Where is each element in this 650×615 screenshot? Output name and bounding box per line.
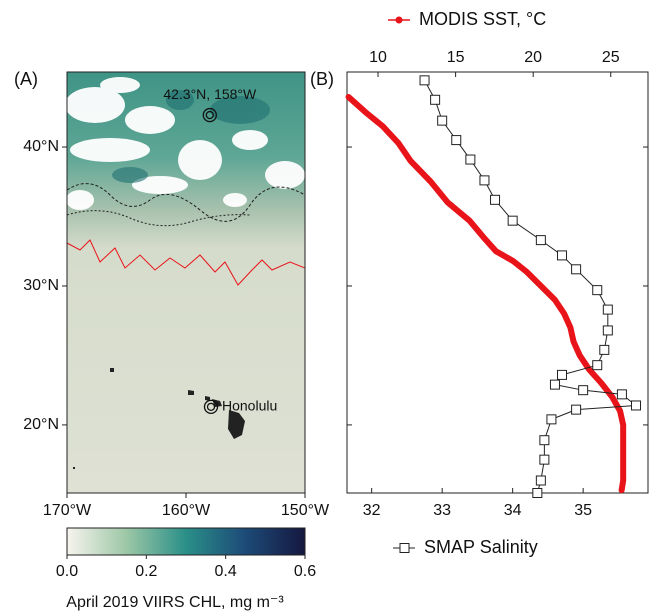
legend-label: SMAP Salinity bbox=[424, 537, 538, 557]
series-marker bbox=[616, 389, 627, 400]
x2-tick-label: 15 bbox=[447, 49, 465, 66]
series-marker bbox=[419, 75, 430, 86]
colorbar-tick-label: 0.6 bbox=[294, 563, 316, 580]
series-marker bbox=[592, 360, 603, 371]
series-marker bbox=[571, 264, 582, 275]
series-marker bbox=[631, 400, 642, 411]
legend-marker bbox=[399, 543, 410, 553]
x-tick-label: 34 bbox=[504, 502, 522, 519]
series-marker bbox=[557, 369, 567, 380]
colorbar bbox=[66, 527, 306, 556]
site-label: Honolulu bbox=[222, 398, 277, 414]
x-tick-label: 32 bbox=[363, 502, 381, 519]
series-marker bbox=[557, 250, 567, 261]
map-image bbox=[67, 72, 305, 493]
series-marker bbox=[546, 414, 557, 425]
colorbar-tick-label: 0.2 bbox=[135, 563, 157, 580]
series-marker bbox=[437, 115, 448, 126]
series-line bbox=[345, 94, 627, 494]
series-marker bbox=[479, 175, 490, 186]
series-marker bbox=[578, 385, 589, 396]
series-marker bbox=[602, 304, 613, 315]
series-marker bbox=[592, 285, 603, 296]
series-marker bbox=[539, 435, 550, 446]
series-marker bbox=[535, 235, 546, 246]
x-tick-label: 33 bbox=[433, 502, 451, 519]
series-marker bbox=[532, 488, 543, 498]
x2-tick-label: 25 bbox=[602, 49, 620, 66]
site-marker bbox=[202, 107, 217, 123]
series-marker bbox=[465, 154, 476, 165]
series-marker bbox=[490, 194, 501, 205]
series-marker bbox=[602, 325, 613, 336]
colorbar-label: April 2019 VIIRS CHL, mg m⁻³ bbox=[66, 594, 284, 611]
x2-tick-label: 20 bbox=[524, 49, 542, 66]
panel-label: (B) bbox=[310, 69, 334, 89]
x-tick-label: 160°W bbox=[162, 502, 211, 519]
series-marker bbox=[430, 94, 441, 105]
series-marker bbox=[599, 344, 610, 355]
series-marker bbox=[549, 379, 560, 390]
legend-label: MODIS SST, °C bbox=[419, 9, 546, 29]
series-marker bbox=[535, 475, 546, 486]
site-marker-inner bbox=[205, 110, 214, 120]
x-tick-label: 35 bbox=[574, 502, 592, 519]
x-tick-label: 150°W bbox=[281, 502, 330, 519]
x-tick-label: 170°W bbox=[43, 502, 92, 519]
y-tick-label: 40°N bbox=[23, 138, 59, 155]
site-marker bbox=[203, 399, 219, 415]
series-marker bbox=[539, 454, 550, 465]
panel-label: (A) bbox=[14, 69, 38, 89]
colorbar-tick-label: 0.0 bbox=[56, 563, 78, 580]
series-marker bbox=[507, 215, 518, 226]
series-marker bbox=[451, 135, 462, 146]
colorbar-tick-label: 0.4 bbox=[215, 563, 237, 580]
series-marker bbox=[571, 404, 582, 415]
y-tick-label: 20°N bbox=[23, 416, 59, 433]
profile-frame bbox=[346, 71, 649, 494]
legend-marker bbox=[395, 16, 403, 24]
x2-tick-label: 10 bbox=[369, 49, 387, 66]
site-marker-inner bbox=[206, 402, 216, 412]
y-tick-label: 30°N bbox=[23, 277, 59, 294]
site-label: 42.3°N, 158°W bbox=[163, 86, 257, 102]
